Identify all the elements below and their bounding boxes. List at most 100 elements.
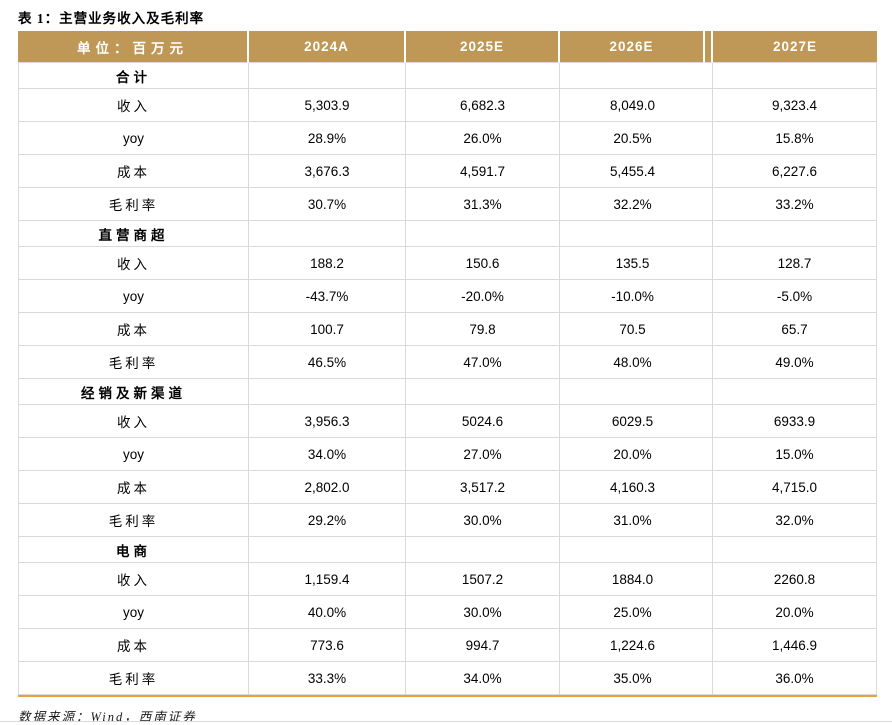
empty-cell xyxy=(560,63,705,89)
cell-value: 1,224.6 xyxy=(560,629,705,662)
cell-value: 27.0% xyxy=(406,438,560,471)
table-row: 毛利率 29.2% 30.0% 31.0% 32.0% xyxy=(18,504,877,537)
row-label: yoy xyxy=(18,438,249,471)
table-row: yoy 40.0% 30.0% 25.0% 20.0% xyxy=(18,596,877,629)
table-row: yoy -43.7% -20.0% -10.0% -5.0% xyxy=(18,280,877,313)
empty-cell xyxy=(249,379,406,405)
cell-value: 1,446.9 xyxy=(713,629,877,662)
section-label: 合计 xyxy=(18,63,249,89)
cell-value: 33.2% xyxy=(713,188,877,221)
cell-value: 4,591.7 xyxy=(406,155,560,188)
section-row: 合计 xyxy=(18,63,877,89)
empty-cell xyxy=(249,537,406,563)
cell-value: 40.0% xyxy=(249,596,406,629)
table-row: 毛利率 33.3% 34.0% 35.0% 36.0% xyxy=(18,662,877,695)
section-label: 电商 xyxy=(18,537,249,563)
empty-cell xyxy=(249,63,406,89)
spacer-cell xyxy=(705,122,713,155)
cell-value: 46.5% xyxy=(249,346,406,379)
empty-cell xyxy=(406,537,560,563)
year-header-2026e: 2026E xyxy=(560,31,705,63)
header-row: 单位：百万元 2024A 2025E 2026E 2027E xyxy=(18,31,877,63)
cell-value: 30.0% xyxy=(406,504,560,537)
cell-value: 6933.9 xyxy=(713,405,877,438)
year-header-2027e: 2027E xyxy=(713,31,877,63)
cell-value: 49.0% xyxy=(713,346,877,379)
cell-value: 65.7 xyxy=(713,313,877,346)
empty-cell xyxy=(713,63,877,89)
year-header-2025e: 2025E xyxy=(406,31,560,63)
section-label: 经销及新渠道 xyxy=(18,379,249,405)
table-row: 收入 188.2 150.6 135.5 128.7 xyxy=(18,247,877,280)
cell-value: 15.0% xyxy=(713,438,877,471)
cell-value: 1884.0 xyxy=(560,563,705,596)
spacer-cell xyxy=(705,63,713,89)
cell-value: 5,303.9 xyxy=(249,89,406,122)
cell-value: 6,227.6 xyxy=(713,155,877,188)
cell-value: 48.0% xyxy=(560,346,705,379)
empty-cell xyxy=(249,221,406,247)
year-header-2024a: 2024A xyxy=(249,31,406,63)
spacer-cell xyxy=(705,629,713,662)
row-label: 成本 xyxy=(18,471,249,504)
cell-value: 2,802.0 xyxy=(249,471,406,504)
cell-value: 5024.6 xyxy=(406,405,560,438)
cell-value: 47.0% xyxy=(406,346,560,379)
row-label: yoy xyxy=(18,280,249,313)
spacer-cell xyxy=(705,379,713,405)
empty-cell xyxy=(560,379,705,405)
cell-value: 31.0% xyxy=(560,504,705,537)
cell-value: 9,323.4 xyxy=(713,89,877,122)
row-label: 毛利率 xyxy=(18,188,249,221)
cell-value: 26.0% xyxy=(406,122,560,155)
row-label: 成本 xyxy=(18,629,249,662)
cell-value: 1,159.4 xyxy=(249,563,406,596)
spacer-cell xyxy=(705,188,713,221)
cell-value: 25.0% xyxy=(560,596,705,629)
cell-value: 20.0% xyxy=(560,438,705,471)
spacer-cell xyxy=(705,280,713,313)
row-label: 成本 xyxy=(18,313,249,346)
spacer-cell xyxy=(705,89,713,122)
cell-value: 32.2% xyxy=(560,188,705,221)
cell-value: 35.0% xyxy=(560,662,705,695)
cell-value: 70.5 xyxy=(560,313,705,346)
cell-value: 29.2% xyxy=(249,504,406,537)
row-label: yoy xyxy=(18,596,249,629)
cell-value: 4,715.0 xyxy=(713,471,877,504)
spacer-cell xyxy=(705,313,713,346)
empty-cell xyxy=(713,221,877,247)
section-row: 直营商超 xyxy=(18,221,877,247)
cell-value: 30.7% xyxy=(249,188,406,221)
cell-value: 31.3% xyxy=(406,188,560,221)
empty-cell xyxy=(713,537,877,563)
cell-value: 32.0% xyxy=(713,504,877,537)
spacer-cell xyxy=(705,247,713,280)
row-label: yoy xyxy=(18,122,249,155)
section-label: 直营商超 xyxy=(18,221,249,247)
unit-header-cell: 单位：百万元 xyxy=(18,31,249,63)
cell-value: 4,160.3 xyxy=(560,471,705,504)
spacer-cell xyxy=(705,563,713,596)
spacer-cell xyxy=(705,596,713,629)
row-label: 成本 xyxy=(18,155,249,188)
table-row: yoy 28.9% 26.0% 20.5% 15.8% xyxy=(18,122,877,155)
table-row: 成本 773.6 994.7 1,224.6 1,446.9 xyxy=(18,629,877,662)
table-row: 成本 3,676.3 4,591.7 5,455.4 6,227.6 xyxy=(18,155,877,188)
cell-value: 28.9% xyxy=(249,122,406,155)
cell-value: 15.8% xyxy=(713,122,877,155)
empty-cell xyxy=(406,63,560,89)
cell-value: 20.0% xyxy=(713,596,877,629)
cell-value: 135.5 xyxy=(560,247,705,280)
section-row: 电商 xyxy=(18,537,877,563)
empty-cell xyxy=(713,379,877,405)
table-row: yoy 34.0% 27.0% 20.0% 15.0% xyxy=(18,438,877,471)
spacer-cell xyxy=(705,471,713,504)
cell-value: -5.0% xyxy=(713,280,877,313)
cell-value: -43.7% xyxy=(249,280,406,313)
spacer-cell xyxy=(705,504,713,537)
cell-value: 2260.8 xyxy=(713,563,877,596)
cell-value: 188.2 xyxy=(249,247,406,280)
row-label: 毛利率 xyxy=(18,504,249,537)
spacer-cell xyxy=(705,537,713,563)
